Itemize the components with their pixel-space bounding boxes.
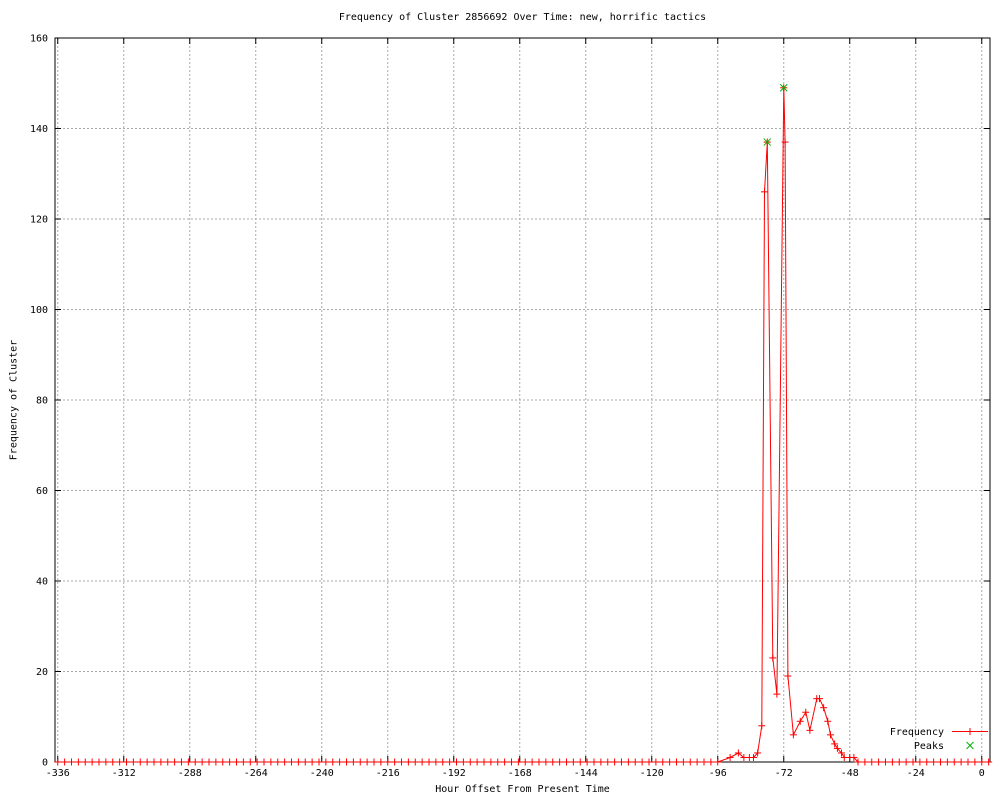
peaks-marker: [763, 138, 772, 146]
x-axis-title: Hour Offset From Present Time: [435, 784, 610, 795]
peaks-marker: [779, 83, 788, 92]
x-tick-label: -96: [709, 768, 727, 779]
y-tick-label: 120: [30, 215, 48, 226]
y-tick-label: 80: [36, 396, 48, 407]
x-tick-label: -168: [508, 768, 532, 779]
x-tick-label: -312: [112, 768, 136, 779]
x-tick-label: -48: [841, 768, 859, 779]
legend-label-peaks: Peaks: [914, 741, 944, 752]
x-tick-label: -264: [244, 768, 268, 779]
y-tick-label: 20: [36, 667, 48, 678]
x-tick-label: -288: [178, 768, 202, 779]
x-tick-label: -336: [46, 768, 70, 779]
y-tick-label: 100: [30, 305, 48, 316]
y-tick-label: 0: [42, 758, 48, 769]
x-tick-label: -120: [640, 768, 664, 779]
x-tick-label: -144: [574, 768, 598, 779]
x-tick-label: 0: [979, 768, 985, 779]
x-tick-label: -216: [376, 768, 400, 779]
y-tick-label: 40: [36, 577, 48, 588]
x-tick-label: -192: [442, 768, 466, 779]
y-tick-label: 160: [30, 34, 48, 45]
x-tick-label: -24: [907, 768, 925, 779]
x-tick-label: -72: [775, 768, 793, 779]
legend-sample-marker: [966, 741, 974, 750]
y-tick-label: 60: [36, 486, 48, 497]
legend-label-frequency: Frequency: [890, 727, 944, 738]
frequency-line: [57, 87, 989, 763]
y-tick-label: 140: [30, 124, 48, 135]
chart-title: Frequency of Cluster 2856692 Over Time: …: [338, 12, 707, 23]
x-tick-label: -240: [310, 768, 334, 779]
